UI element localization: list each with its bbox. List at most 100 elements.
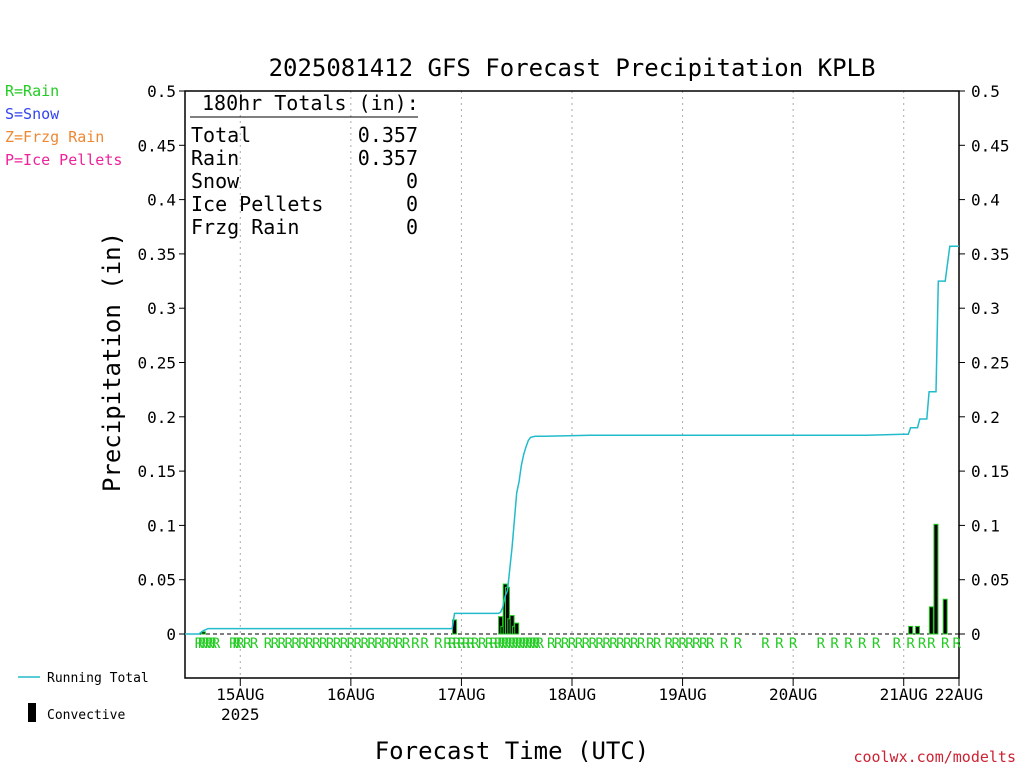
y-tick-label-right: 0.5 bbox=[971, 82, 1000, 101]
y-tick-label: 0.05 bbox=[137, 571, 176, 590]
precip-type-mark: R bbox=[595, 636, 604, 652]
precip-type-mark: R bbox=[236, 636, 245, 652]
precip-type-mark: R bbox=[284, 636, 293, 652]
precip-type-mark: R bbox=[319, 636, 328, 652]
totals-row-label: Total bbox=[191, 123, 251, 147]
precip-type-mark: R bbox=[305, 636, 314, 652]
precip-type-mark: R bbox=[229, 636, 238, 652]
precip-type-legend-entry: R=Rain bbox=[5, 82, 59, 100]
precip-type-mark: R bbox=[609, 636, 618, 652]
precip-type-mark: R bbox=[927, 636, 936, 652]
precip-type-mark: R bbox=[508, 636, 517, 652]
precip-type-mark: R bbox=[761, 636, 770, 652]
precip-type-mark: R bbox=[208, 636, 217, 652]
precip-type-mark: R bbox=[466, 636, 475, 652]
precip-type-mark: R bbox=[448, 636, 457, 652]
y-tick-label: 0.35 bbox=[137, 245, 176, 264]
precip-type-mark: R bbox=[511, 636, 520, 652]
precip-type-mark: R bbox=[340, 636, 349, 652]
y-tick-label-right: 0.15 bbox=[971, 462, 1010, 481]
totals-header: 180hr Totals (in): bbox=[202, 91, 419, 115]
precip-type-mark: R bbox=[616, 636, 625, 652]
y-ticks-right: 0 0.05 0.1 0.15 0.2 0.25 0.3 0.35 0.4 0.45 0.5 bbox=[959, 82, 1010, 644]
y-tick-label-right: 0.35 bbox=[971, 245, 1010, 264]
precip-type-mark: R bbox=[952, 636, 961, 652]
precip-type-mark: R bbox=[333, 636, 342, 652]
precip-type-mark: R bbox=[489, 636, 498, 652]
precip-type-mark: R bbox=[575, 636, 584, 652]
precip-type-mark: R bbox=[354, 636, 363, 652]
precip-type-mark: R bbox=[858, 636, 867, 652]
precip-type-mark: R bbox=[402, 636, 411, 652]
precip-type-mark: R bbox=[478, 636, 487, 652]
precip-type-mark: R bbox=[532, 636, 541, 652]
totals-row-value: 0 bbox=[406, 169, 418, 193]
precip-type-mark: R bbox=[692, 636, 701, 652]
precip-type-mark: R bbox=[388, 636, 397, 652]
precip-type-mark: R bbox=[554, 636, 563, 652]
precip-type-legend-entry: S=Snow bbox=[5, 105, 60, 123]
totals-row-label: Ice Pellets bbox=[191, 192, 323, 216]
precip-type-mark: R bbox=[395, 636, 404, 652]
series-legend: Running Total Convective bbox=[18, 671, 149, 723]
precip-type-mark: R bbox=[457, 636, 466, 652]
precip-type-mark: R bbox=[789, 636, 798, 652]
totals-row-label: Frzg Rain bbox=[191, 215, 299, 239]
precip-type-mark: R bbox=[568, 636, 577, 652]
convective-bar bbox=[514, 622, 520, 635]
x-tick-label: 15AUG bbox=[216, 685, 264, 704]
x-tick-label: 17AUG bbox=[437, 685, 485, 704]
precip-type-mark: R bbox=[678, 636, 687, 652]
precip-type-mark: R bbox=[918, 636, 927, 652]
precip-type-mark: R bbox=[278, 636, 287, 652]
y-tick-label: 0.2 bbox=[147, 408, 176, 427]
convective-bar bbox=[908, 625, 914, 635]
precip-type-mark: R bbox=[360, 636, 369, 652]
precip-type-mark: R bbox=[233, 636, 242, 652]
y-tick-label-right: 0.1 bbox=[971, 516, 1000, 535]
y-tick-label-right: 0.4 bbox=[971, 191, 1000, 210]
convective-bar bbox=[942, 598, 948, 635]
y-ticks-left: 0 0.05 0.1 0.15 0.2 0.25 0.3 0.35 0.4 0.45 0.5 bbox=[137, 82, 185, 644]
y-tick-label-right: 0.25 bbox=[971, 354, 1010, 373]
y-tick-label: 0.45 bbox=[137, 136, 176, 155]
precip-type-mark: R bbox=[582, 636, 591, 652]
y-tick-label-right: 0 bbox=[971, 625, 981, 644]
precip-type-mark: R bbox=[623, 636, 632, 652]
y-tick-label-right: 0.05 bbox=[971, 571, 1010, 590]
precip-type-mark: R bbox=[501, 636, 510, 652]
precip-type-mark: R bbox=[462, 636, 471, 652]
precip-type-mark: R bbox=[830, 636, 839, 652]
precip-type-mark: R bbox=[212, 636, 221, 652]
precip-type-mark: R bbox=[202, 636, 211, 652]
totals-row-value: 0.357 bbox=[358, 146, 418, 170]
precip-type-mark: R bbox=[291, 636, 300, 652]
precip-type-mark: R bbox=[536, 636, 545, 652]
precip-type-mark: R bbox=[374, 636, 383, 652]
precip-type-mark: R bbox=[504, 636, 513, 652]
chart-title: 2025081412 GFS Forecast Precipitation KP… bbox=[269, 54, 876, 82]
precip-type-mark: R bbox=[198, 636, 207, 652]
precip-type-mark: R bbox=[250, 636, 259, 652]
totals-row-label: Snow bbox=[191, 169, 240, 193]
y-tick-label: 0.5 bbox=[147, 82, 176, 101]
precip-type-mark: R bbox=[699, 636, 708, 652]
totals-box: 180hr Totals (in): Total 0.357 Rain 0.357 Sn… bbox=[190, 91, 419, 239]
precip-type-mark: R bbox=[205, 636, 214, 652]
precip-type-mark: R bbox=[653, 636, 662, 652]
running-total-line bbox=[185, 245, 959, 635]
credit-text: coolwx.com/modelts bbox=[853, 748, 1016, 766]
totals-row-value: 0 bbox=[406, 192, 418, 216]
precip-type-mark: R bbox=[817, 636, 826, 652]
precip-type-mark: R bbox=[637, 636, 646, 652]
convective-bar bbox=[928, 606, 934, 635]
totals-rows: Total 0.357 Rain 0.357 Snow 0 Ice Pellets 0 Frzg… bbox=[191, 123, 418, 239]
y-tick-label-right: 0.45 bbox=[971, 136, 1010, 155]
precip-type-mark: R bbox=[312, 636, 321, 652]
precip-type-mark: R bbox=[420, 636, 429, 652]
precip-type-mark: R bbox=[326, 636, 335, 652]
y-tick-label: 0.1 bbox=[147, 516, 176, 535]
x-tick-label: 20AUG bbox=[769, 685, 817, 704]
